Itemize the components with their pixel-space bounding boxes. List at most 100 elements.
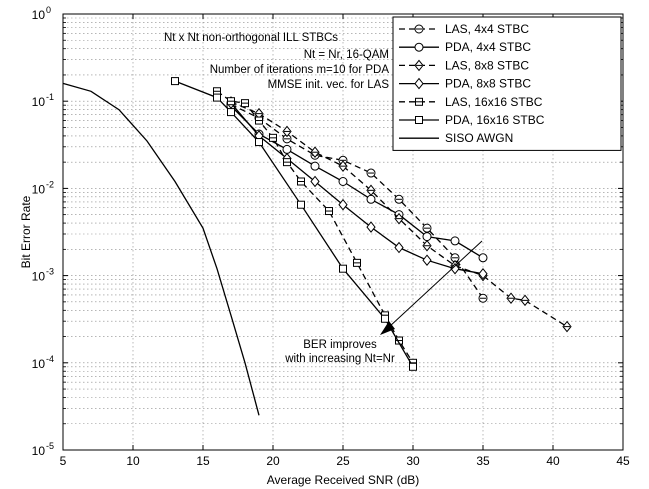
- legend: LAS, 4x4 STBC PDA, 4x4 STBC LAS, 8x8 STBC P…: [392, 16, 622, 151]
- x-tick-label: 40: [546, 454, 560, 468]
- marker-circle: [366, 194, 376, 204]
- arrow-head: [380, 321, 395, 335]
- marker-square: [381, 314, 389, 323]
- data-point: [394, 212, 404, 225]
- series-line: [230, 102, 484, 275]
- x-tick-label: 25: [336, 454, 350, 468]
- data-point: [394, 194, 404, 204]
- marker-square: [297, 200, 305, 209]
- x-tick-label: 10: [126, 454, 140, 468]
- legend-marker: [415, 97, 423, 106]
- data-point: [339, 264, 347, 273]
- legend-entry: SISO AWGN: [399, 131, 513, 145]
- legend-entry: LAS, 8x8 STBC: [399, 58, 529, 72]
- data-point: [310, 161, 320, 171]
- arrow-shaft: [388, 240, 483, 328]
- data-point: [310, 175, 320, 188]
- legend-label: PDA, 8x8 STBC: [445, 77, 531, 91]
- data-point: [381, 314, 389, 323]
- marker-diamond: [414, 77, 424, 90]
- data-point: [283, 158, 291, 167]
- legend-entry: PDA, 16x16 STBC: [399, 113, 545, 127]
- data-point: [366, 221, 376, 233]
- arrow-annotation: BER improves with increasing Nt=Nr: [284, 339, 395, 365]
- data-point: [269, 133, 277, 142]
- y-tick-exponent: -3: [46, 267, 54, 277]
- data-point: [450, 236, 460, 246]
- marker-circle: [450, 236, 460, 246]
- x-tick-label: 30: [406, 454, 420, 468]
- data-point: [366, 184, 376, 197]
- data-point: [422, 232, 432, 242]
- marker-diamond: [422, 254, 432, 267]
- y-tick-label: 10: [32, 182, 46, 196]
- legend-entry: PDA, 8x8 STBC: [399, 77, 531, 91]
- data-point: [255, 138, 263, 147]
- legend-marker: [414, 24, 424, 34]
- legend-label: PDA, 4x4 STBC: [445, 40, 531, 54]
- marker-diamond: [310, 175, 320, 188]
- marker-square: [415, 116, 423, 124]
- info-line-1: Nt x Nt non-orthogonal ILL STBCs: [164, 32, 338, 44]
- y-tick-exponent: -5: [46, 441, 54, 451]
- data-point: [227, 97, 235, 106]
- data-point: [338, 198, 348, 211]
- series-6: [171, 77, 417, 371]
- marker-circle: [338, 176, 348, 186]
- data-point: [366, 168, 376, 178]
- info-line-3: Number of iterations m=10 for PDA: [210, 64, 390, 76]
- data-point: [282, 125, 292, 138]
- y-tick-exponent: 0: [46, 5, 51, 15]
- data-point: [325, 207, 333, 216]
- marker-diamond: [366, 221, 376, 233]
- x-tick-label: 45: [616, 454, 630, 468]
- data-point: [227, 108, 235, 117]
- marker-diamond: [394, 241, 404, 254]
- marker-circle: [422, 232, 432, 242]
- data-point: [366, 194, 376, 204]
- legend-marker: [414, 42, 424, 52]
- legend-label: LAS, 16x16 STBC: [445, 95, 543, 109]
- marker-square: [213, 93, 221, 102]
- marker-circle: [414, 42, 424, 52]
- arrow-text-2: with increasing Nt=Nr: [284, 353, 395, 365]
- y-tick-exponent: -4: [46, 354, 54, 364]
- data-point: [310, 146, 320, 159]
- data-point: [478, 253, 488, 263]
- data-point: [409, 362, 417, 371]
- series-line: [230, 103, 484, 299]
- data-point: [254, 107, 264, 120]
- data-point: [562, 320, 572, 333]
- marker-square: [339, 264, 347, 273]
- y-tick-exponent: -1: [46, 92, 54, 102]
- data-point: [450, 262, 460, 275]
- data-point: [282, 144, 292, 154]
- data-point: [520, 294, 530, 307]
- marker-square: [255, 138, 263, 147]
- series-group: [62, 77, 572, 416]
- legend-label: LAS, 8x8 STBC: [445, 58, 529, 72]
- series-line: [62, 82, 260, 416]
- improvement-arrow: [380, 240, 483, 335]
- data-point: [422, 223, 432, 233]
- legend-marker: [414, 77, 424, 90]
- y-axis-title: Bit Error Rate: [19, 195, 33, 268]
- data-point: [353, 258, 361, 267]
- legend-entry: LAS, 4x4 STBC: [399, 22, 529, 36]
- data-point: [241, 99, 249, 108]
- y-tick-label: 10: [32, 270, 46, 284]
- arrow-text-1: BER improves: [303, 339, 377, 351]
- data-point: [338, 160, 348, 172]
- data-point: [478, 293, 488, 303]
- data-point: [422, 239, 432, 252]
- marker-diamond: [450, 262, 460, 275]
- marker-circle: [478, 253, 488, 263]
- legend-label: SISO AWGN: [445, 131, 513, 145]
- info-line-4: MMSE init. vec. for LAS: [268, 79, 390, 91]
- data-point: [422, 254, 432, 267]
- x-tick-label: 35: [476, 454, 490, 468]
- marker-diamond: [338, 198, 348, 211]
- data-point: [297, 177, 305, 186]
